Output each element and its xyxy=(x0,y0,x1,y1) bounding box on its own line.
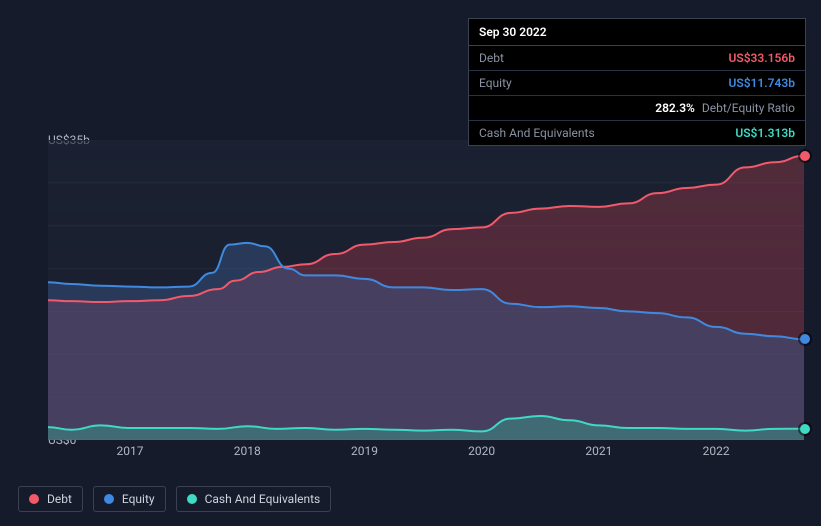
legend-item-cash-and-equivalents[interactable]: Cash And Equivalents xyxy=(176,486,332,512)
x-axis-label: 2020 xyxy=(468,444,495,458)
tooltip-label: Equity xyxy=(479,76,512,90)
tooltip-value: US$1.313b xyxy=(735,126,795,140)
x-axis-label: 2018 xyxy=(234,444,261,458)
x-axis-label: 2022 xyxy=(703,444,730,458)
end-marker-equity xyxy=(800,334,810,344)
end-marker-cash-and-equivalents xyxy=(800,424,810,434)
tooltip-value: US$11.743b xyxy=(729,76,796,90)
chart-tooltip: Sep 30 2022 Debt US$33.156b Equity US$11.74… xyxy=(468,18,806,146)
x-axis: 2017 2018 2019 2020 2021 2022 xyxy=(48,444,804,464)
chart-plot-area[interactable] xyxy=(48,140,804,440)
tooltip-label: Debt xyxy=(479,51,504,65)
legend-item-equity[interactable]: Equity xyxy=(93,486,166,512)
x-axis-label: 2017 xyxy=(117,444,144,458)
tooltip-date: Sep 30 2022 xyxy=(469,19,805,46)
tooltip-row: Equity US$11.743b xyxy=(469,71,805,96)
x-axis-label: 2019 xyxy=(351,444,378,458)
end-marker-debt xyxy=(800,151,810,161)
legend-swatch xyxy=(29,494,39,504)
legend-item-debt[interactable]: Debt xyxy=(18,486,83,512)
legend-label: Cash And Equivalents xyxy=(205,492,321,506)
x-axis-label: 2021 xyxy=(585,444,612,458)
legend-label: Equity xyxy=(122,492,155,506)
tooltip-row: Debt US$33.156b xyxy=(469,46,805,71)
tooltip-label: Cash And Equivalents xyxy=(479,126,595,140)
legend-label: Debt xyxy=(47,492,72,506)
legend-swatch xyxy=(104,494,114,504)
tooltip-row: 282.3% Debt/Equity Ratio xyxy=(469,96,805,121)
legend: Debt Equity Cash And Equivalents xyxy=(18,486,331,512)
tooltip-value: US$33.156b xyxy=(729,51,796,65)
legend-swatch xyxy=(187,494,197,504)
tooltip-row: Cash And Equivalents US$1.313b xyxy=(469,121,805,145)
chart-svg xyxy=(48,140,804,440)
